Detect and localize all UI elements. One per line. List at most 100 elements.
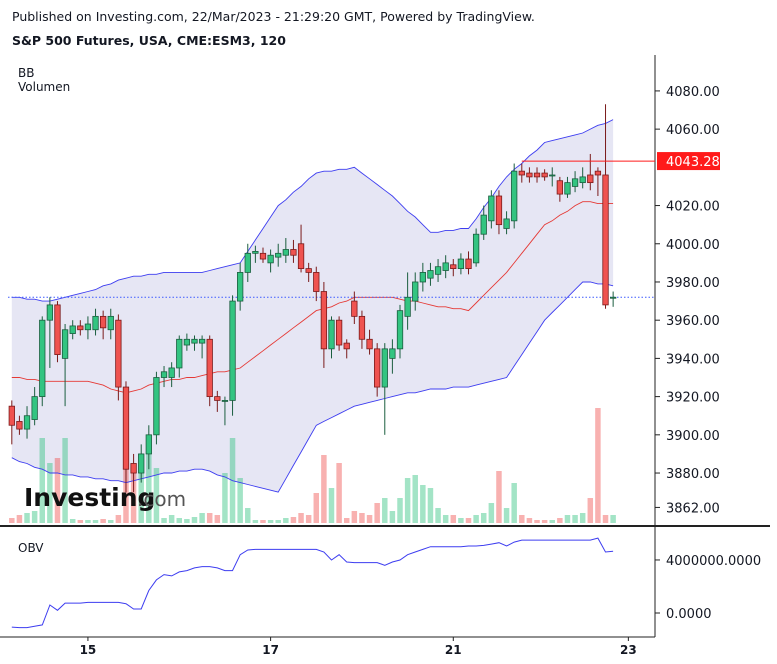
candle-body (259, 252, 267, 260)
watermark: Investing .com (24, 483, 186, 512)
candle-body (465, 258, 472, 270)
candle-body (533, 172, 541, 178)
volume-bar (435, 508, 441, 523)
candle-body (404, 296, 411, 317)
candle-body (183, 338, 191, 346)
y-tick-label: 4000000.0000 (666, 554, 761, 569)
candle-body (275, 252, 282, 258)
symbol-title: S&P 500 Futures, USA, CME:ESM3, 120 (12, 33, 286, 48)
x-tick-label: 23 (620, 643, 637, 657)
volume-bar (237, 478, 243, 523)
candle-body (480, 214, 487, 235)
candle-body (457, 258, 465, 270)
candle-body (153, 377, 160, 436)
y-tick-label: 3862.00 (666, 501, 720, 516)
volume-bar (420, 485, 426, 523)
volume-bar (305, 515, 312, 523)
candle-body (282, 249, 289, 256)
candle-body (229, 300, 236, 401)
volume-bar (328, 488, 335, 523)
candle-body (328, 319, 335, 350)
candle-body (313, 272, 320, 292)
volume-bar (108, 520, 114, 523)
volume-bar (541, 520, 548, 523)
candle-body (396, 310, 404, 350)
bb-upper (11, 119, 614, 302)
candle-body (351, 300, 358, 317)
candle-body (434, 266, 442, 275)
volume-bar (31, 511, 38, 523)
volume-bar (549, 520, 555, 523)
volume-bar (526, 518, 533, 523)
volume-bar (480, 513, 487, 523)
volume-bar (130, 473, 137, 523)
x-tick-label: 21 (445, 643, 462, 657)
candle-body (374, 348, 381, 388)
y-tick-label: 3900.00 (666, 429, 720, 444)
volume-bar (9, 518, 15, 523)
candle-body (77, 325, 84, 331)
volume-bar (115, 515, 122, 523)
volume-bar (557, 518, 563, 523)
candle-body (488, 195, 495, 222)
volume-bar (54, 458, 61, 523)
candle-body (107, 315, 114, 331)
volume-bar (168, 515, 175, 523)
candle-body (267, 254, 274, 264)
candle-body (602, 174, 609, 306)
candle-body (556, 180, 563, 195)
candle-body (138, 453, 145, 474)
candle-body (221, 400, 229, 402)
x-tick-label: 15 (80, 643, 97, 657)
candle-body (511, 170, 518, 222)
y-tick-label: 4060.00 (666, 123, 720, 138)
y-tick-label: 4080.00 (666, 85, 720, 100)
volume-bar (450, 515, 457, 523)
volume-bar (138, 468, 144, 523)
y-tick-label: 3960.00 (666, 314, 720, 329)
candle-body (290, 249, 297, 256)
bb-fill (11, 119, 614, 493)
volume-bar (214, 515, 221, 523)
bb-lower (11, 281, 614, 493)
volume-bar (85, 520, 91, 523)
volume-bar (92, 520, 99, 523)
volume-bar (404, 478, 411, 523)
volume-bar (359, 513, 365, 523)
candle-body (130, 463, 137, 474)
volume-bar (442, 515, 449, 523)
volume-bar (572, 515, 578, 523)
candle-body (206, 338, 213, 398)
obv-line (11, 537, 614, 629)
candle-body (358, 315, 366, 340)
y-tick-label: 3920.00 (666, 391, 720, 406)
candle-body (100, 315, 107, 329)
volume-bar (176, 518, 183, 523)
candle-body (297, 243, 305, 270)
candle-body (145, 434, 152, 455)
candle-body (198, 338, 206, 344)
legend-label: BB (18, 66, 34, 80)
volume-bar (473, 515, 479, 523)
candle-body (176, 338, 183, 369)
volume-bar (534, 520, 540, 523)
volume-bar (16, 515, 23, 523)
x-tick-label: 17 (262, 643, 279, 657)
legend-label: Volumen (18, 80, 70, 94)
volume-bar (382, 498, 388, 523)
volume-bar (465, 518, 472, 523)
candle-body (427, 270, 434, 279)
candle-body (442, 262, 449, 271)
volume-bar (374, 503, 380, 523)
volume-bar (488, 503, 495, 523)
volume-bar (275, 520, 281, 523)
volume-bar (245, 508, 251, 523)
volume-bar (610, 515, 616, 523)
candle-body (92, 315, 99, 331)
candle-body (168, 367, 175, 378)
volume-bar (77, 520, 84, 523)
volume-bar (199, 513, 205, 523)
price-marker-label: 4043.28 (666, 155, 720, 170)
volume-bar (321, 455, 327, 523)
